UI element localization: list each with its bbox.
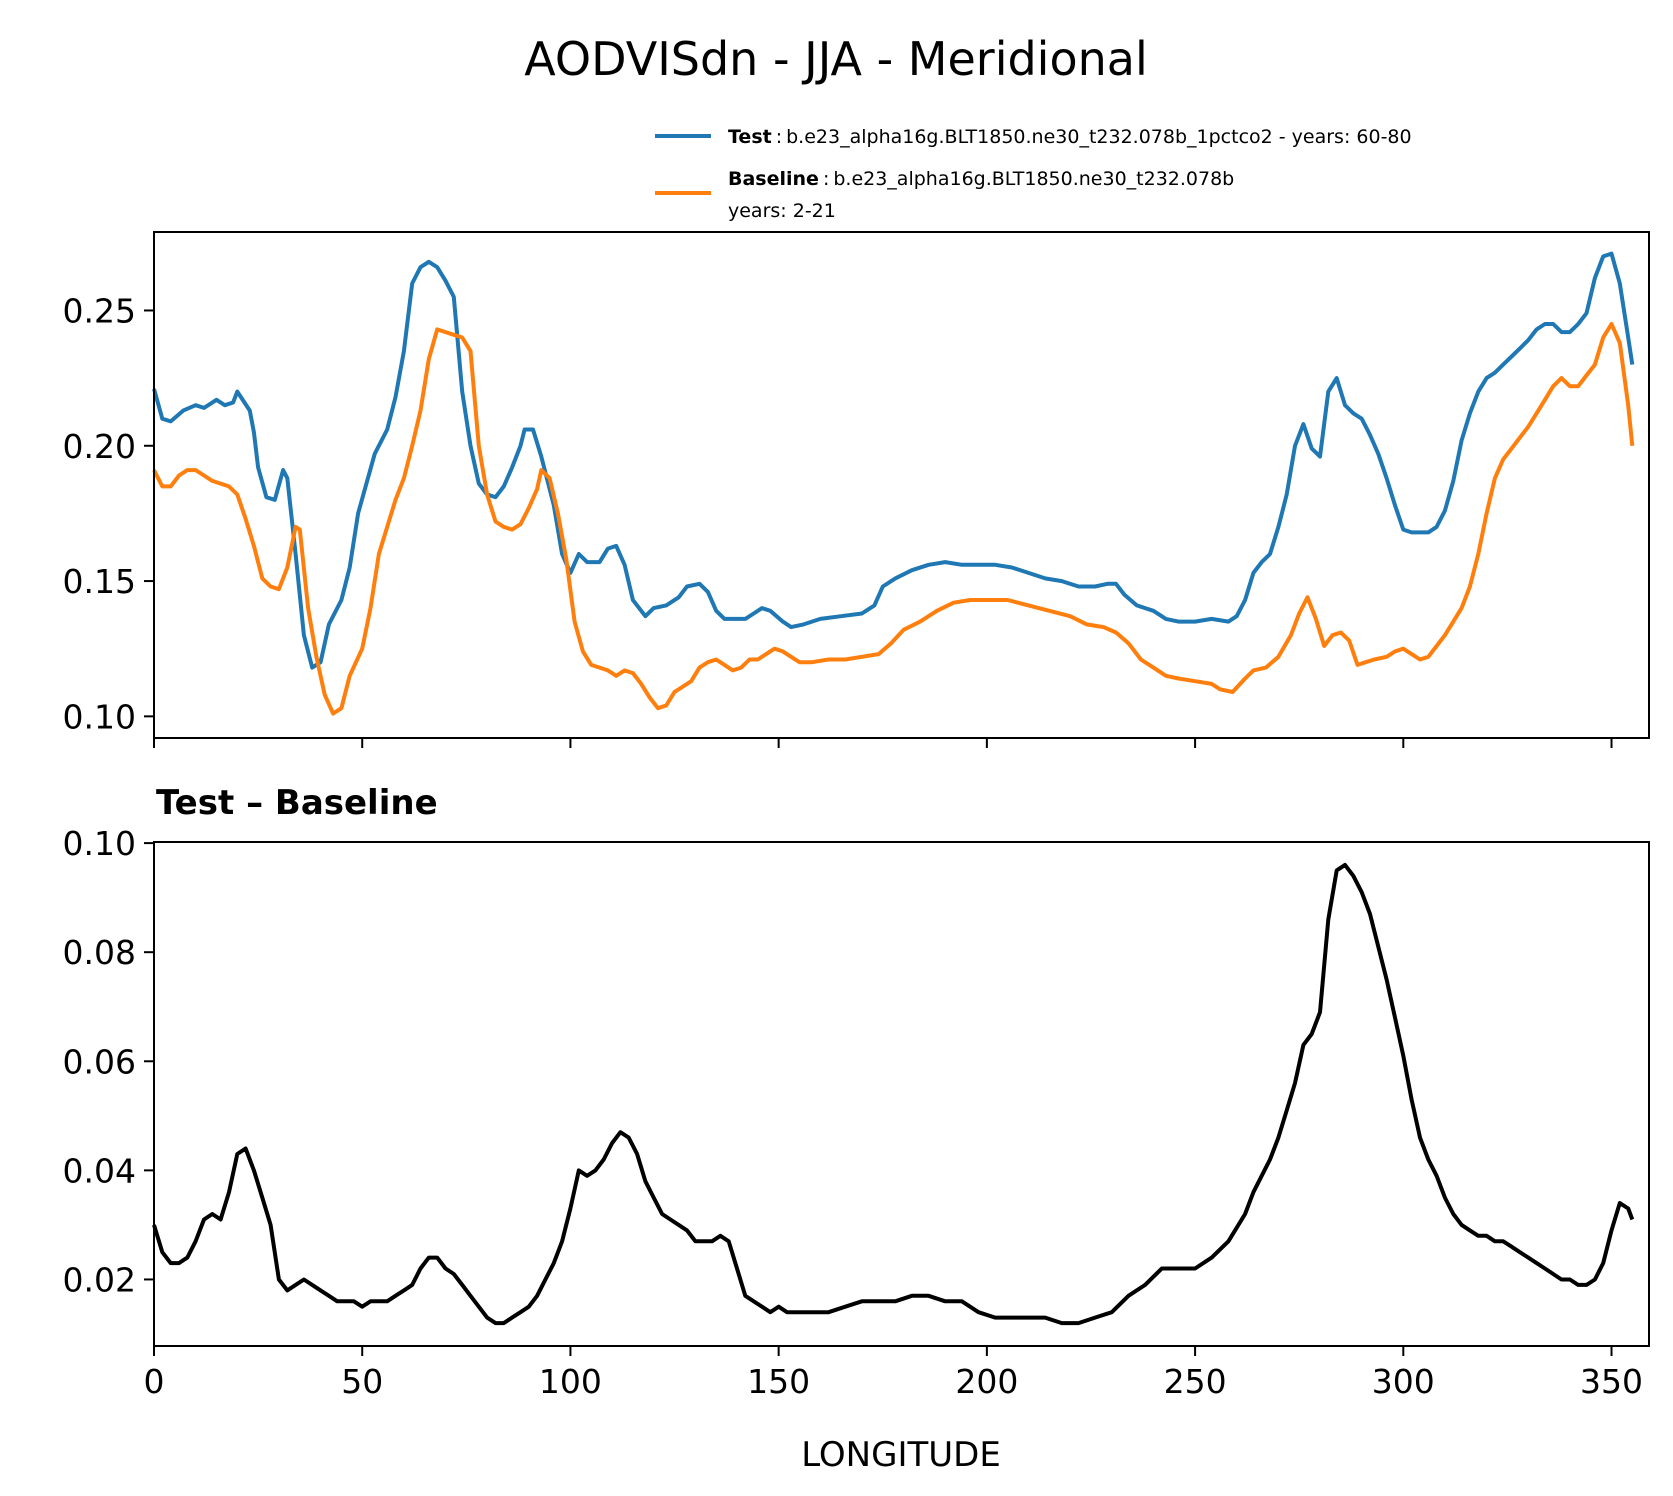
figure-title: AODVISdn - JJA - Meridional — [524, 32, 1147, 86]
bottom-y-axis: 0.02 0.04 0.06 0.08 0.10 — [63, 824, 154, 1299]
legend-baseline-years: years: 2-21 — [728, 200, 836, 222]
top-panel: 0.10 0.15 0.20 0.25 — [63, 231, 1650, 748]
top-x-axis — [153, 738, 1613, 748]
top-y-tick-label: 0.25 — [63, 291, 136, 330]
bottom-x-tick-label: 200 — [955, 1362, 1018, 1401]
legend-test-label: Test — [728, 126, 772, 148]
bottom-y-tick-label: 0.08 — [63, 933, 136, 972]
top-y-tick-label: 0.20 — [63, 427, 136, 466]
top-axes-frame — [153, 231, 1650, 739]
bottom-x-tick-label: 300 — [1372, 1362, 1435, 1401]
bottom-x-tick-label: 100 — [539, 1362, 602, 1401]
bottom-axes-frame — [153, 841, 1650, 1347]
top-series-line-baseline — [152, 322, 1635, 716]
top-series-line-test — [152, 251, 1635, 670]
legend-test-sep: : — [776, 126, 782, 148]
bottom-y-tick-label: 0.04 — [63, 1151, 136, 1190]
top-y-axis: 0.10 0.15 0.20 0.25 — [63, 291, 154, 736]
legend-test-text: b.e23_alpha16g.BLT1850.ne30_t232.078b_1p… — [786, 126, 1411, 148]
bottom-panel: Test – Baseline 0.02 0.04 0.06 0.08 0.10 0 50… — [63, 783, 1650, 1475]
top-y-tick-label: 0.10 — [63, 697, 136, 736]
bottom-y-tick-label: 0.10 — [63, 824, 136, 863]
bottom-x-tick-label: 350 — [1580, 1362, 1643, 1401]
top-plot-lines — [152, 251, 1635, 716]
bottom-y-tick-label: 0.02 — [63, 1260, 136, 1299]
legend-baseline-text: b.e23_alpha16g.BLT1850.ne30_t232.078b — [833, 168, 1234, 190]
legend-entry-test: Test: b.e23_alpha16g.BLT1850.ne30_t232.07… — [728, 126, 1412, 148]
legend: Test: b.e23_alpha16g.BLT1850.ne30_t232.07… — [655, 126, 1412, 222]
x-axis-label: LONGITUDE — [801, 1435, 1001, 1475]
legend-baseline-label: Baseline — [728, 168, 819, 190]
bottom-plot-lines — [152, 862, 1635, 1326]
top-y-tick-label: 0.15 — [63, 562, 136, 601]
bottom-panel-title: Test – Baseline — [156, 783, 438, 823]
bottom-x-tick-label: 0 — [144, 1362, 165, 1401]
legend-entry-baseline: Baseline: b.e23_alpha16g.BLT1850.ne30_t23… — [728, 168, 1234, 190]
legend-baseline-sep: : — [823, 168, 829, 190]
bottom-x-tick-label: 150 — [747, 1362, 810, 1401]
bottom-series-line-difference — [152, 862, 1635, 1326]
bottom-x-tick-label: 250 — [1164, 1362, 1227, 1401]
bottom-x-tick-label: 50 — [341, 1362, 383, 1401]
bottom-x-axis: 0 50 100 150 200 250 300 350 — [144, 1346, 1643, 1401]
bottom-y-tick-label: 0.06 — [63, 1042, 136, 1081]
